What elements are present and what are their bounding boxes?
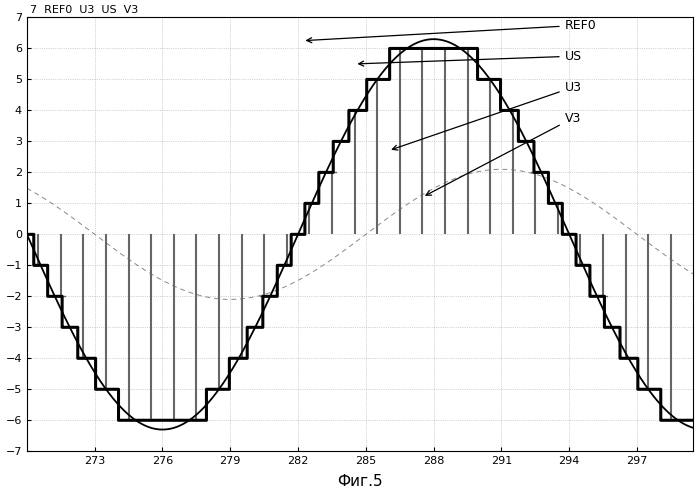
Text: V3: V3 [426,112,581,195]
X-axis label: Фиг.5: Фиг.5 [338,474,383,490]
Text: US: US [359,50,582,66]
Text: REF0: REF0 [307,19,596,43]
Text: U3: U3 [392,81,582,150]
Text: 7  REF0  U3  US  V3: 7 REF0 U3 US V3 [30,5,138,15]
